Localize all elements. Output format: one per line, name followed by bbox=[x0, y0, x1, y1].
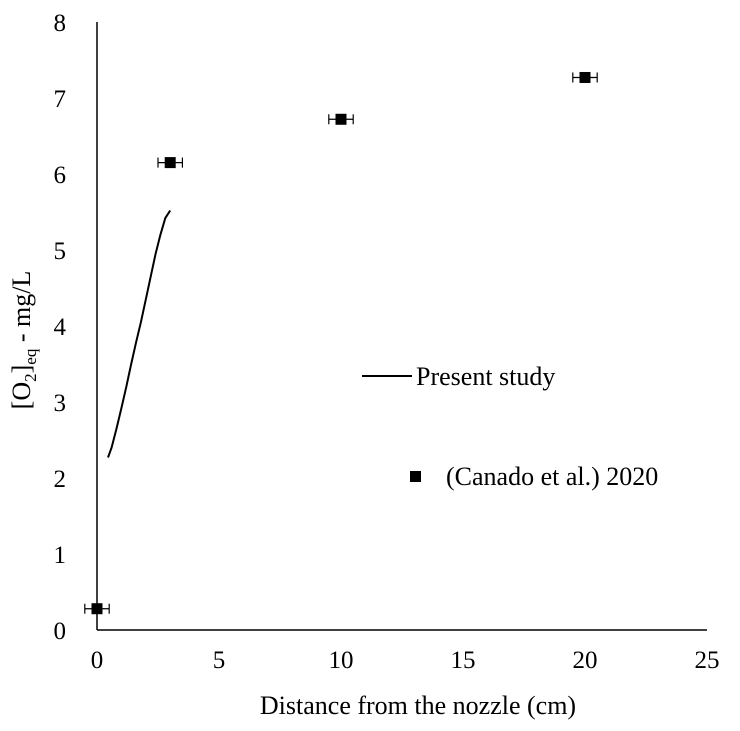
tick-labels: 0 5 10 15 20 25 0 1 2 3 4 5 6 7 8 bbox=[54, 10, 720, 674]
y-tick-label: 3 bbox=[54, 390, 67, 417]
y-tick-label: 0 bbox=[54, 618, 67, 645]
y-tick-label: 4 bbox=[54, 314, 67, 341]
axes bbox=[96, 22, 707, 631]
square-marker bbox=[335, 113, 347, 125]
legend-label-present-study: Present study bbox=[416, 362, 555, 391]
y-axis-title-mid: ] bbox=[7, 365, 36, 374]
series bbox=[84, 71, 598, 615]
y-tick-label: 1 bbox=[54, 542, 67, 569]
x-tick-label: 10 bbox=[329, 647, 354, 674]
y-tick-label: 8 bbox=[54, 10, 67, 37]
y-tick-label: 7 bbox=[54, 86, 67, 113]
series-line-present-study bbox=[107, 209, 172, 458]
x-tick-label: 0 bbox=[91, 647, 104, 674]
x-tick-label: 25 bbox=[695, 647, 720, 674]
legend-swatch-square bbox=[410, 471, 421, 482]
y-tick-label: 2 bbox=[54, 466, 67, 493]
x-axis-title: Distance from the nozzle (cm) bbox=[260, 691, 576, 720]
data-point bbox=[572, 71, 598, 83]
legend-label-canado: (Canado et al.) 2020 bbox=[446, 462, 658, 491]
x-tick-label: 5 bbox=[213, 647, 226, 674]
data-point bbox=[157, 157, 183, 169]
y-tick-label: 5 bbox=[54, 238, 67, 265]
x-tick-label: 15 bbox=[451, 647, 476, 674]
legend: Present study (Canado et al.) 2020 bbox=[362, 362, 658, 491]
square-marker bbox=[91, 603, 103, 615]
y-axis-title-sub1: 2 bbox=[21, 373, 40, 382]
y-axis-title-sub2: eq bbox=[21, 348, 40, 365]
y-tick-label: 6 bbox=[54, 162, 67, 189]
x-tick-label: 20 bbox=[573, 647, 598, 674]
y-axis-title: [O2]eq - mg/L bbox=[7, 271, 40, 410]
y-axis-title-base: [O bbox=[7, 382, 36, 409]
data-point bbox=[84, 603, 110, 615]
y-axis-title-tail: - mg/L bbox=[7, 271, 36, 349]
data-point bbox=[328, 113, 354, 125]
square-marker bbox=[579, 71, 591, 83]
square-marker bbox=[164, 157, 176, 169]
